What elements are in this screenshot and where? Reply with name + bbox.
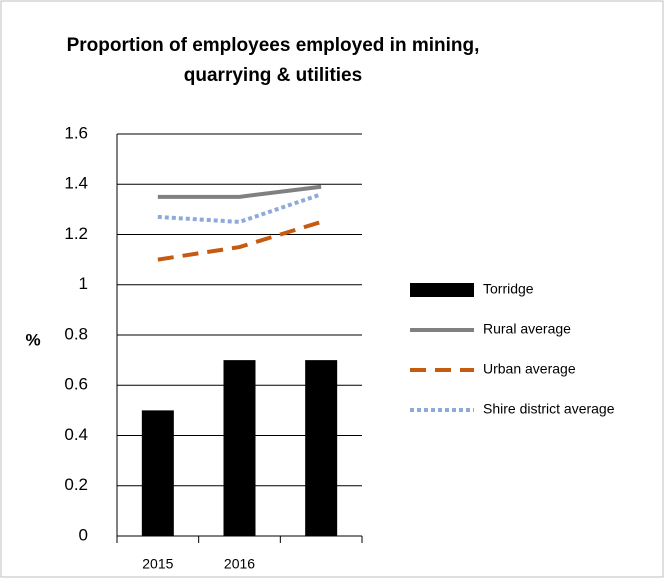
legend-label: Torridge bbox=[483, 281, 534, 297]
y-tick-label: 0.4 bbox=[64, 425, 88, 444]
chart-title: Proportion of employees employed in mini… bbox=[67, 35, 480, 56]
y-tick-label: 1.4 bbox=[64, 174, 88, 193]
legend-label: Rural average bbox=[483, 321, 571, 337]
legend-label: Urban average bbox=[483, 361, 576, 377]
y-tick-label: 0.2 bbox=[64, 475, 88, 494]
line bbox=[157, 184, 322, 199]
chart-title: quarrying & utilities bbox=[184, 65, 362, 86]
y-axis-label: % bbox=[25, 330, 40, 349]
y-tick-label: 1 bbox=[79, 274, 88, 293]
legend-label: Shire district average bbox=[483, 401, 615, 417]
y-tick-label: 1.2 bbox=[64, 224, 88, 243]
x-tick-label: 2015 bbox=[142, 556, 173, 572]
y-tick-label: 0.8 bbox=[64, 324, 88, 343]
y-tick-label: 0.6 bbox=[64, 375, 88, 394]
y-tick-label: 1.6 bbox=[64, 123, 88, 142]
y-tick-label: 0 bbox=[79, 525, 88, 544]
x-tick-label: 2016 bbox=[224, 556, 255, 572]
legend-swatch bbox=[410, 283, 474, 297]
bar bbox=[141, 410, 174, 536]
line bbox=[157, 220, 322, 262]
bar bbox=[223, 360, 256, 536]
bar bbox=[305, 360, 338, 536]
